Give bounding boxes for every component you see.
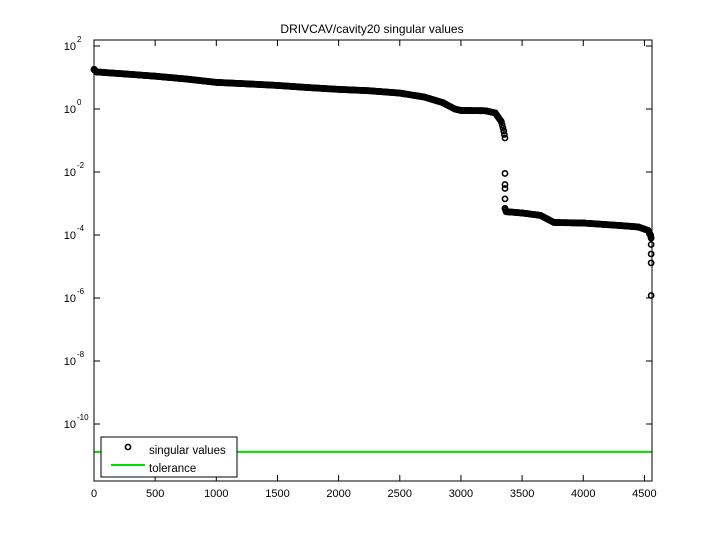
- data-point: [335, 85, 343, 93]
- data-point: [151, 72, 159, 80]
- data-point: [499, 124, 507, 132]
- data-point: [647, 259, 655, 267]
- data-point: [482, 107, 489, 115]
- data-point: [212, 78, 220, 86]
- data-point: [498, 121, 506, 129]
- legend-label-singular-values: singular values: [149, 445, 226, 457]
- data-point: [491, 109, 499, 117]
- y-tick-label: 10: [64, 419, 76, 431]
- y-tick-exponent: -10: [77, 413, 89, 422]
- y-tick-exponent: -2: [77, 161, 85, 170]
- data-point: [497, 118, 505, 125]
- x-axis: 0 500 1000 1500 2000 2500 3000 3500 4000 4500: [91, 40, 657, 500]
- legend-box: [100, 436, 238, 478]
- legend: singular values tolerance: [100, 436, 238, 478]
- data-point: [439, 99, 446, 106]
- y-tick-exponent: -6: [77, 287, 85, 296]
- y-tick-exponent: -8: [77, 350, 85, 359]
- x-tick-label: 2000: [326, 488, 350, 500]
- data-point: [501, 181, 509, 188]
- data-point: [634, 223, 642, 231]
- y-tick-label: 10: [64, 356, 76, 368]
- y-tick-exponent: 0: [77, 98, 82, 107]
- x-tick-label: 1000: [204, 488, 228, 500]
- x-tick-label: 4500: [632, 488, 656, 500]
- data-point: [537, 211, 544, 219]
- data-point: [420, 93, 428, 101]
- data-point: [647, 250, 655, 258]
- y-tick-label: 10: [64, 41, 76, 53]
- data-point: [365, 87, 373, 95]
- x-tick-label: 4000: [571, 488, 595, 500]
- data-point: [243, 80, 251, 88]
- data-point: [518, 209, 526, 217]
- x-tick-label: 0: [91, 488, 97, 500]
- legend-label-tolerance: tolerance: [149, 463, 196, 475]
- chart-title: DRIVCAV/cavity20 singular values: [280, 22, 463, 36]
- axes-frame: [93, 39, 653, 482]
- data-point: [396, 89, 404, 97]
- data-point: [501, 170, 509, 177]
- data-point: [501, 185, 509, 192]
- x-tick-label: 3500: [510, 488, 534, 500]
- data-point: [457, 107, 465, 114]
- x-tick-label: 500: [146, 488, 164, 500]
- y-tick-label: 10: [64, 230, 76, 242]
- y-tick-exponent: 2: [77, 35, 82, 44]
- data-point: [500, 131, 508, 138]
- y-tick-label: 10: [64, 104, 76, 116]
- data-point: [182, 75, 190, 83]
- data-point: [647, 241, 655, 248]
- data-point: [304, 84, 312, 91]
- data-point: [616, 222, 624, 229]
- data-point: [647, 292, 655, 299]
- data-point: [121, 70, 128, 78]
- data-point: [501, 134, 509, 142]
- data-point: [502, 208, 510, 216]
- data-point: [500, 127, 508, 135]
- x-tick-label: 3000: [449, 488, 473, 500]
- data-point: [579, 219, 587, 227]
- legend-marker-circle-icon: [124, 443, 132, 451]
- y-tick-label: 10: [64, 293, 76, 305]
- plot-area: [90, 65, 655, 453]
- data-point: [451, 105, 459, 113]
- y-tick-exponent: -4: [77, 224, 85, 233]
- y-tick-label: 10: [64, 167, 76, 179]
- data-point: [274, 82, 281, 89]
- data-point: [501, 195, 509, 203]
- x-tick-label: 2500: [388, 488, 412, 500]
- data-point: [501, 204, 509, 212]
- x-tick-label: 1500: [265, 488, 289, 500]
- data-point: [550, 219, 558, 226]
